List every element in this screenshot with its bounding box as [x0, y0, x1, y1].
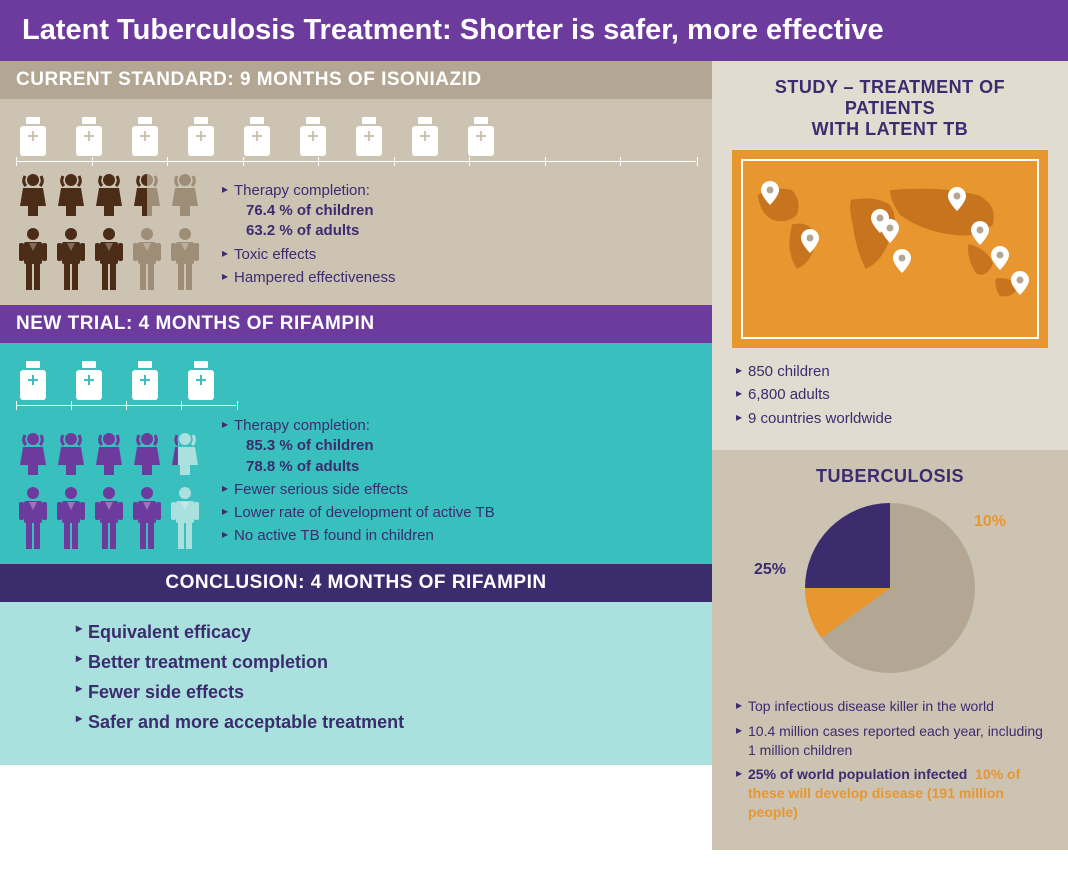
pie-label-25: 25%: [754, 561, 786, 579]
bullet: Fewer side effects: [76, 680, 656, 704]
bullet: 6,800 adults: [736, 385, 1048, 405]
study-panel: 850 children 6,800 adults 9 countries wo…: [712, 150, 1068, 450]
conclusion-header: CONCLUSION: 4 MONTHS OF RIFAMPIN: [0, 564, 712, 602]
bullet: No active TB found in children: [222, 526, 495, 546]
bullet: 10.4 million cases reported each year, i…: [736, 722, 1048, 760]
trial-bullets: Therapy completion: 85.3 % of children 7…: [202, 416, 495, 550]
pie-chart: 10% 25%: [732, 503, 1048, 673]
bottle-row-trial: [16, 361, 696, 401]
world-map: [732, 150, 1048, 348]
timeline-standard: [16, 161, 696, 162]
bullet: Better treatment completion: [76, 650, 656, 674]
tb-panel: 10% 25% Top infectious disease killer in…: [712, 503, 1068, 850]
bullet: 850 children: [736, 362, 1048, 382]
standard-bullets: Therapy completion: 76.4 % of children 6…: [202, 181, 395, 291]
bullet: Equivalent efficacy: [76, 620, 656, 644]
standard-panel: Therapy completion: 76.4 % of children 6…: [0, 99, 712, 305]
study-header: STUDY – TREATMENT OF PATIENTS WITH LATEN…: [712, 61, 1068, 150]
bullet: Therapy completion: 76.4 % of children 6…: [222, 181, 395, 242]
timeline-trial: [16, 405, 236, 406]
bullet: Lower rate of development of active TB: [222, 503, 495, 523]
people-trial: [16, 431, 202, 550]
bullet: 9 countries worldwide: [736, 409, 1048, 429]
bullet: Fewer serious side effects: [222, 480, 495, 500]
tb-bullets: Top infectious disease killer in the wor…: [732, 697, 1048, 822]
bullet: Toxic effects: [222, 245, 395, 265]
main-title: Latent Tuberculosis Treatment: Shorter i…: [0, 0, 1068, 61]
bullet: Safer and more acceptable treatment: [76, 710, 656, 734]
pie-label-10: 10%: [974, 513, 1006, 531]
conclusion-panel: Equivalent efficacy Better treatment com…: [0, 602, 712, 765]
bullet: Hampered effectiveness: [222, 268, 395, 288]
tb-header: TUBERCULOSIS: [712, 450, 1068, 503]
bullet: Therapy completion: 85.3 % of children 7…: [222, 416, 495, 477]
bullet: 25% of world population infected 10% of …: [736, 765, 1048, 822]
standard-header: CURRENT STANDARD: 9 MONTHS OF ISONIAZID: [0, 61, 712, 99]
people-standard: [16, 172, 202, 291]
bottle-row-standard: [16, 117, 696, 157]
bullet: Top infectious disease killer in the wor…: [736, 697, 1048, 716]
trial-panel: Therapy completion: 85.3 % of children 7…: [0, 343, 712, 564]
study-bullets: 850 children 6,800 adults 9 countries wo…: [732, 362, 1048, 429]
trial-header: NEW TRIAL: 4 MONTHS OF RIFAMPIN: [0, 305, 712, 343]
